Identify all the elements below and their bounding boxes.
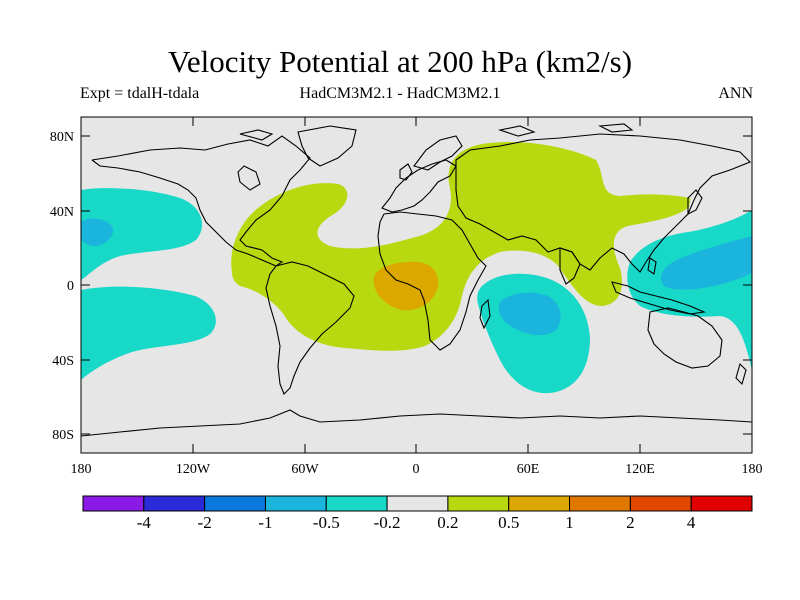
coast-new-zealand [735,362,747,386]
coast-europe [381,159,457,213]
coast-madagascar [479,298,491,330]
lon-label: 120W [176,462,211,477]
colorbar-swatch [386,495,449,512]
lat-label: 0 [67,279,74,294]
negative-1-east-pacific [81,218,114,246]
colorbar-swatch [264,495,327,512]
negative-1-west-pacific [660,236,752,290]
colorbar-label: -4 [137,513,152,532]
coast-indonesia [611,281,707,315]
colorbar-label: -2 [198,513,212,532]
coast-hudson-bay [237,165,261,191]
colorbar-swatch [447,495,510,512]
negative-05-east-pacific [81,188,203,280]
positive-05-africa-atlantic [231,141,690,351]
colorbar-label: 0.2 [437,513,458,532]
lon-labels: 180 120W 60W 0 60E 120E 180 [71,462,763,477]
colorbar-swatch [508,495,571,512]
coast-japan [687,189,703,215]
lon-label: 60W [291,462,319,477]
coast-scandinavia [413,135,463,171]
colorbar: -4 -2 -1 -0.5 -0.2 0.2 0.5 1 2 4 [82,495,753,532]
colorbar-swatch [82,495,145,512]
lon-label: 180 [742,462,763,477]
model-label: HadCM3M2.1 - HadCM3M2.1 [299,85,501,102]
lon-label: 0 [413,462,420,477]
coast-philippines [647,257,657,275]
positive-05-north-china [600,194,691,217]
colorbar-swatch [690,495,753,512]
colorbar-label: 1 [565,513,574,532]
coast-arctic-islands [239,123,634,141]
lat-labels: 80N 40N 0 40S 80S [50,130,74,443]
colorbar-swatch [325,495,388,512]
season-label: ANN [718,85,753,102]
coast-uk [399,163,413,181]
colorbar-label: 2 [626,513,635,532]
experiment-label: Expt = tdalH-tdala [80,85,200,102]
lon-label: 60E [517,462,540,477]
lat-label: 80N [50,130,74,145]
coast-antarctica [81,409,752,437]
colorbar-label: -1 [258,513,272,532]
coast-india [559,247,581,285]
coast-north-america [91,135,311,267]
coast-south-america [265,261,355,395]
colorbar-swatch [629,495,692,512]
colorbar-swatch [204,495,266,512]
coastlines [81,123,752,437]
coast-africa [377,211,487,351]
axis-ticks [81,117,752,453]
coast-australia [647,307,723,369]
coast-asia [455,133,751,273]
negative-1-indian-ocean [498,292,561,336]
page-title: Velocity Potential at 200 hPa (km2/s) [167,44,633,79]
colorbar-label: 0.5 [498,513,519,532]
lat-label: 40S [52,354,74,369]
colorbar-label: 4 [687,513,696,532]
lon-label: 120E [625,462,655,477]
lon-label: 180 [71,462,92,477]
colorbar-label: -0.5 [313,513,340,532]
colorbar-swatch [143,495,206,512]
coast-greenland [297,125,357,167]
lat-label: 40N [50,205,74,220]
negative-05-south-pacific [81,286,216,380]
lat-label: 80S [52,428,74,443]
contour-fills [81,141,752,394]
colorbar-label: -0.2 [374,513,401,532]
colorbar-swatch [569,495,631,512]
